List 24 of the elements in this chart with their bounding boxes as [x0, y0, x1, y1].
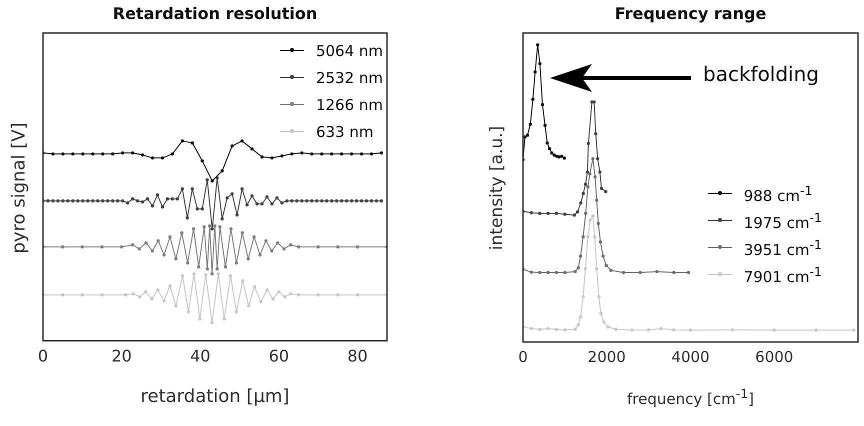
- x-tick-label: 2000: [588, 348, 626, 366]
- x-tick-label: 40: [190, 346, 210, 366]
- x-tick-label: 6000: [755, 348, 794, 366]
- x-axis-title: frequency [cm$^{-1}$]: [626, 386, 756, 408]
- legend-label: 3951 cm$^{-1}$: [744, 236, 822, 258]
- chart-title: Frequency range: [614, 4, 768, 23]
- x-tick-label: 0: [38, 346, 48, 366]
- x-axis-title: retardation [µm]: [140, 386, 290, 407]
- annotation: backfolding: [703, 62, 819, 86]
- legend-label: 988 cm$^{-1}$: [744, 182, 812, 204]
- x-tick-label: 4000: [671, 348, 710, 366]
- legend-label: 633 nm: [316, 122, 374, 140]
- legend-label: 2532 nm: [316, 68, 383, 86]
- y-axis-title: intensity [a.u.]: [487, 125, 507, 250]
- legend-label: 7901 cm$^{-1}$: [744, 264, 822, 286]
- chart-title: Retardation resolution: [112, 4, 318, 23]
- x-tick-label: 80: [347, 346, 368, 366]
- x-tick-label: 20: [111, 346, 132, 366]
- y-axis-title: pyro signal [V]: [8, 122, 30, 254]
- legend-label: 1266 nm: [316, 96, 383, 114]
- x-tick-label: 60: [268, 346, 290, 366]
- legend-label: 1975 cm$^{-1}$: [744, 210, 822, 232]
- x-tick-label: 0: [518, 348, 528, 366]
- legend-label: 5064 nm: [316, 42, 383, 60]
